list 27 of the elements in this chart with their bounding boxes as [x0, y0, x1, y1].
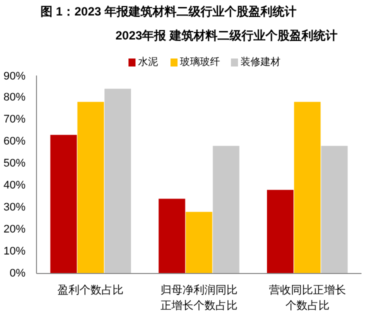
bar [158, 198, 186, 274]
legend-label: 水泥 [138, 56, 158, 68]
y-tick-label: 30% [3, 202, 26, 214]
chart-title: 图 1：2023 年报建筑材料二级行业个股盈利统计 [40, 4, 297, 18]
chart-subtitle: 2023年报 建筑材料二级行业个股盈利统计 [115, 28, 338, 42]
legend-label: 玻璃玻纤 [180, 56, 220, 68]
y-tick-label: 90% [3, 70, 26, 82]
bar [104, 88, 132, 274]
x-tick-label: 归母净利润同比正增长个数占比 [160, 284, 238, 312]
bar [294, 102, 321, 274]
y-tick-label: 10% [3, 246, 26, 258]
x-tick-label: 盈利个数占比 [58, 284, 124, 296]
bar [266, 190, 294, 274]
bar [186, 212, 212, 274]
y-tick-label: 60% [3, 136, 26, 148]
y-tick-label: 20% [3, 224, 26, 236]
bar [212, 146, 240, 274]
legend-label: 装修建材 [240, 56, 281, 68]
y-tick-label: 40% [3, 180, 26, 192]
bar [321, 146, 348, 274]
y-tick-label: 70% [3, 114, 26, 126]
bar [50, 134, 77, 274]
bar [77, 102, 104, 274]
x-tick-label: 营收同比正增长个数占比 [268, 284, 346, 312]
y-tick-label: 50% [3, 158, 26, 170]
y-tick-label: 80% [3, 92, 26, 104]
y-tick-label: 0% [10, 268, 26, 280]
